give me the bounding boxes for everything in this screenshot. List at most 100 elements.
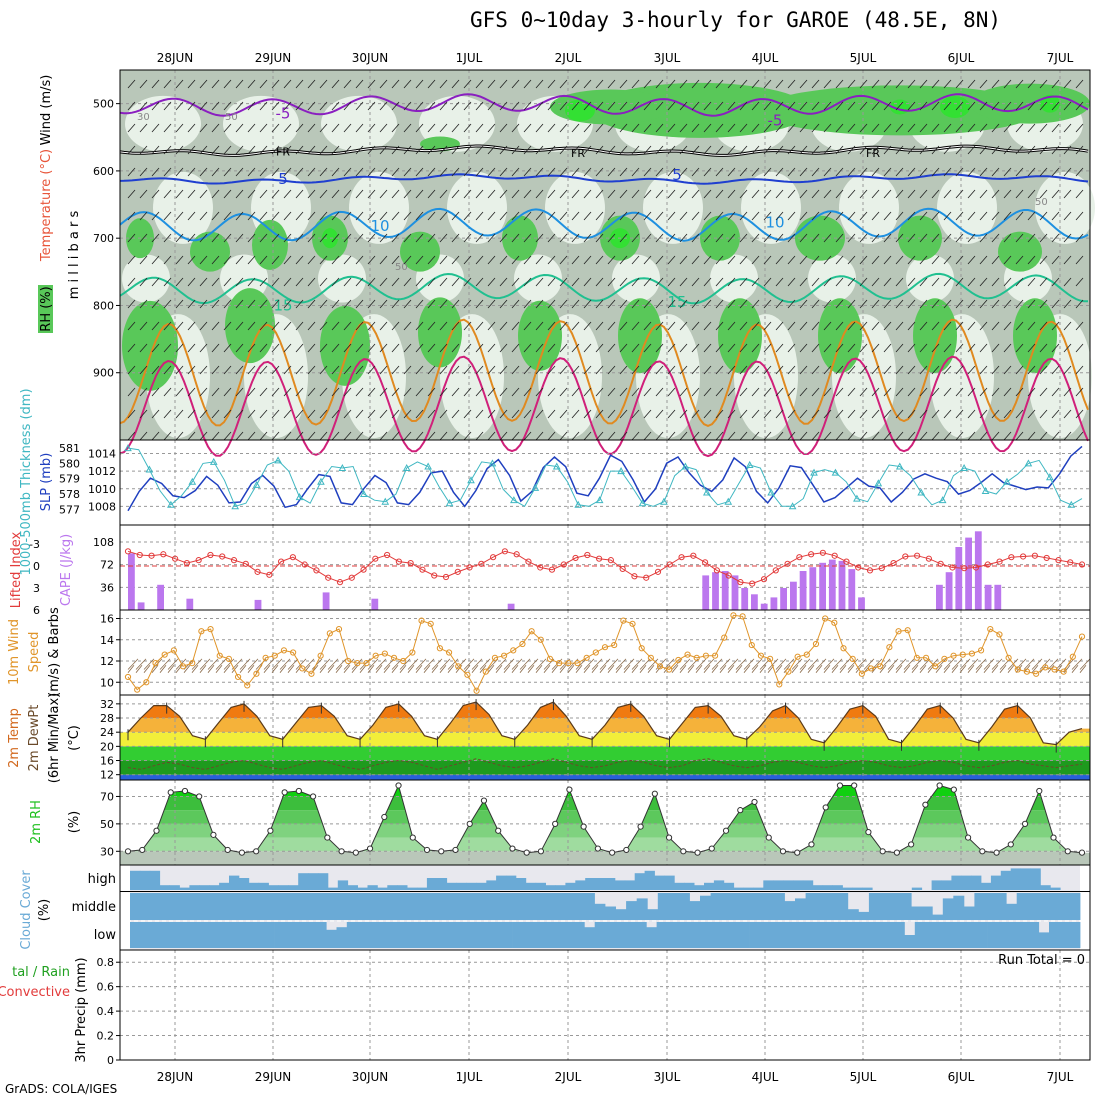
wind-barb-staff [1051,79,1060,89]
wind-barb-staff [991,255,1000,265]
wind-barb-staff [1027,365,1036,375]
wind-barb-staff [655,123,664,133]
wind-barb-staff [655,343,664,353]
wind-barb-staff [379,211,388,221]
cloud-axis-label: Cloud Cover [19,870,34,950]
wind-barb-staff [619,255,628,265]
wind-barb-staff [727,79,736,89]
cloud-low-bar [636,922,647,948]
cloud-middle-bar [404,893,416,920]
wind-barb-staff [835,167,844,177]
wind-barb-staff [379,167,388,177]
wind-speed-point [345,657,352,665]
rh-point [651,790,658,797]
li-point [1043,554,1050,562]
wind-barb-staff [355,211,364,221]
cape-bar [371,598,379,610]
wind-barb-staff [163,365,172,375]
rh-point [737,807,744,814]
wind-barb-10m [383,664,391,673]
wind-barb-staff [751,387,760,397]
wind-speed-point [1078,633,1086,640]
li-point [1008,554,1015,561]
wind-barb-staff [427,211,436,221]
wind-barb-10m [535,658,547,670]
wind-speed-point [831,619,838,626]
wind-barb-staff [919,431,928,441]
contour-15 [119,272,1088,305]
wind-barb-10m [487,664,495,673]
cloud-middle-bar [921,906,933,920]
wind-barb-staff [547,431,556,441]
wind-barb-staff [991,211,1000,221]
wind-barb-staff [367,409,376,419]
wind-barb-staff [379,387,388,397]
wind-barb-staff [127,299,136,309]
li-point [819,549,826,556]
wind-barb-staff [1051,431,1060,441]
wind-speed-point [849,655,856,662]
wind-barb-staff [919,211,928,221]
wind-barb-staff [619,233,628,243]
wind-barb-staff [211,167,220,177]
wind-barb-staff [175,145,184,155]
cloud-high-bar [278,885,289,890]
wind-barb-staff [475,299,484,309]
wind-barb-staff [799,101,808,111]
wind-barb-staff [487,79,496,89]
wind-barb-staff [1003,145,1012,155]
wind-barb-staff [355,365,364,375]
wind-barb-staff [163,299,172,309]
wind-barb-staff [451,211,460,221]
wind-barb-staff [631,255,640,265]
rh-moist-area [252,219,288,270]
wind-barb-10m [919,658,931,670]
date-label-bottom: 4JUL [752,1070,779,1084]
wind-barb-staff [931,299,940,309]
li-point [325,574,332,581]
cloud-high-bar [605,878,616,890]
cloud-low-bar [243,922,255,948]
wind-barb-staff [355,167,364,177]
wind-barb-staff [307,409,316,419]
wind-barb-staff [463,233,472,243]
wind-barb-staff [727,365,736,375]
cloud-middle-bar [320,893,331,920]
wind-barb-staff [607,343,616,353]
wind-barb-staff [223,431,232,441]
wind-barb-staff [1075,343,1084,353]
cape-bar [799,571,807,610]
wind-barb-staff [523,101,532,111]
wind-barb-10m [615,664,623,673]
wind-barb-staff [643,277,652,287]
slp-tick: 1014 [88,447,116,460]
wind-barb-staff [691,167,700,177]
wind-barb-staff [379,233,388,243]
wind-barb-staff [739,123,748,133]
wind-barb-staff [547,255,556,265]
wind-barb-10m [223,658,235,670]
thickness-point [510,496,518,504]
wind-barb-staff [703,277,712,287]
precip-tick-label: 0 [107,1054,114,1067]
wind-barb-10m [951,658,963,670]
wind-barb-staff [727,343,736,353]
slp-tick: 1010 [88,483,116,496]
wind-barb-staff [163,101,172,111]
wind-barb-staff [559,211,568,221]
wind-barb-staff [403,79,412,89]
cloud-middle-bar [626,901,638,920]
wind-barb-staff [439,211,448,221]
li-point [914,552,921,559]
cloud-low-bar [439,922,451,948]
li-point [1067,559,1074,566]
thickness-point [531,483,540,491]
wind-barb-10m [711,664,719,673]
thickness-point [188,477,197,485]
cloud-low-bar [821,922,833,948]
wind-barb-staff [823,409,832,419]
wind-barb-staff [1003,233,1012,243]
wind-barb-staff [643,189,652,199]
wind-speed-point [565,660,572,667]
wind-barb-staff [595,79,604,89]
